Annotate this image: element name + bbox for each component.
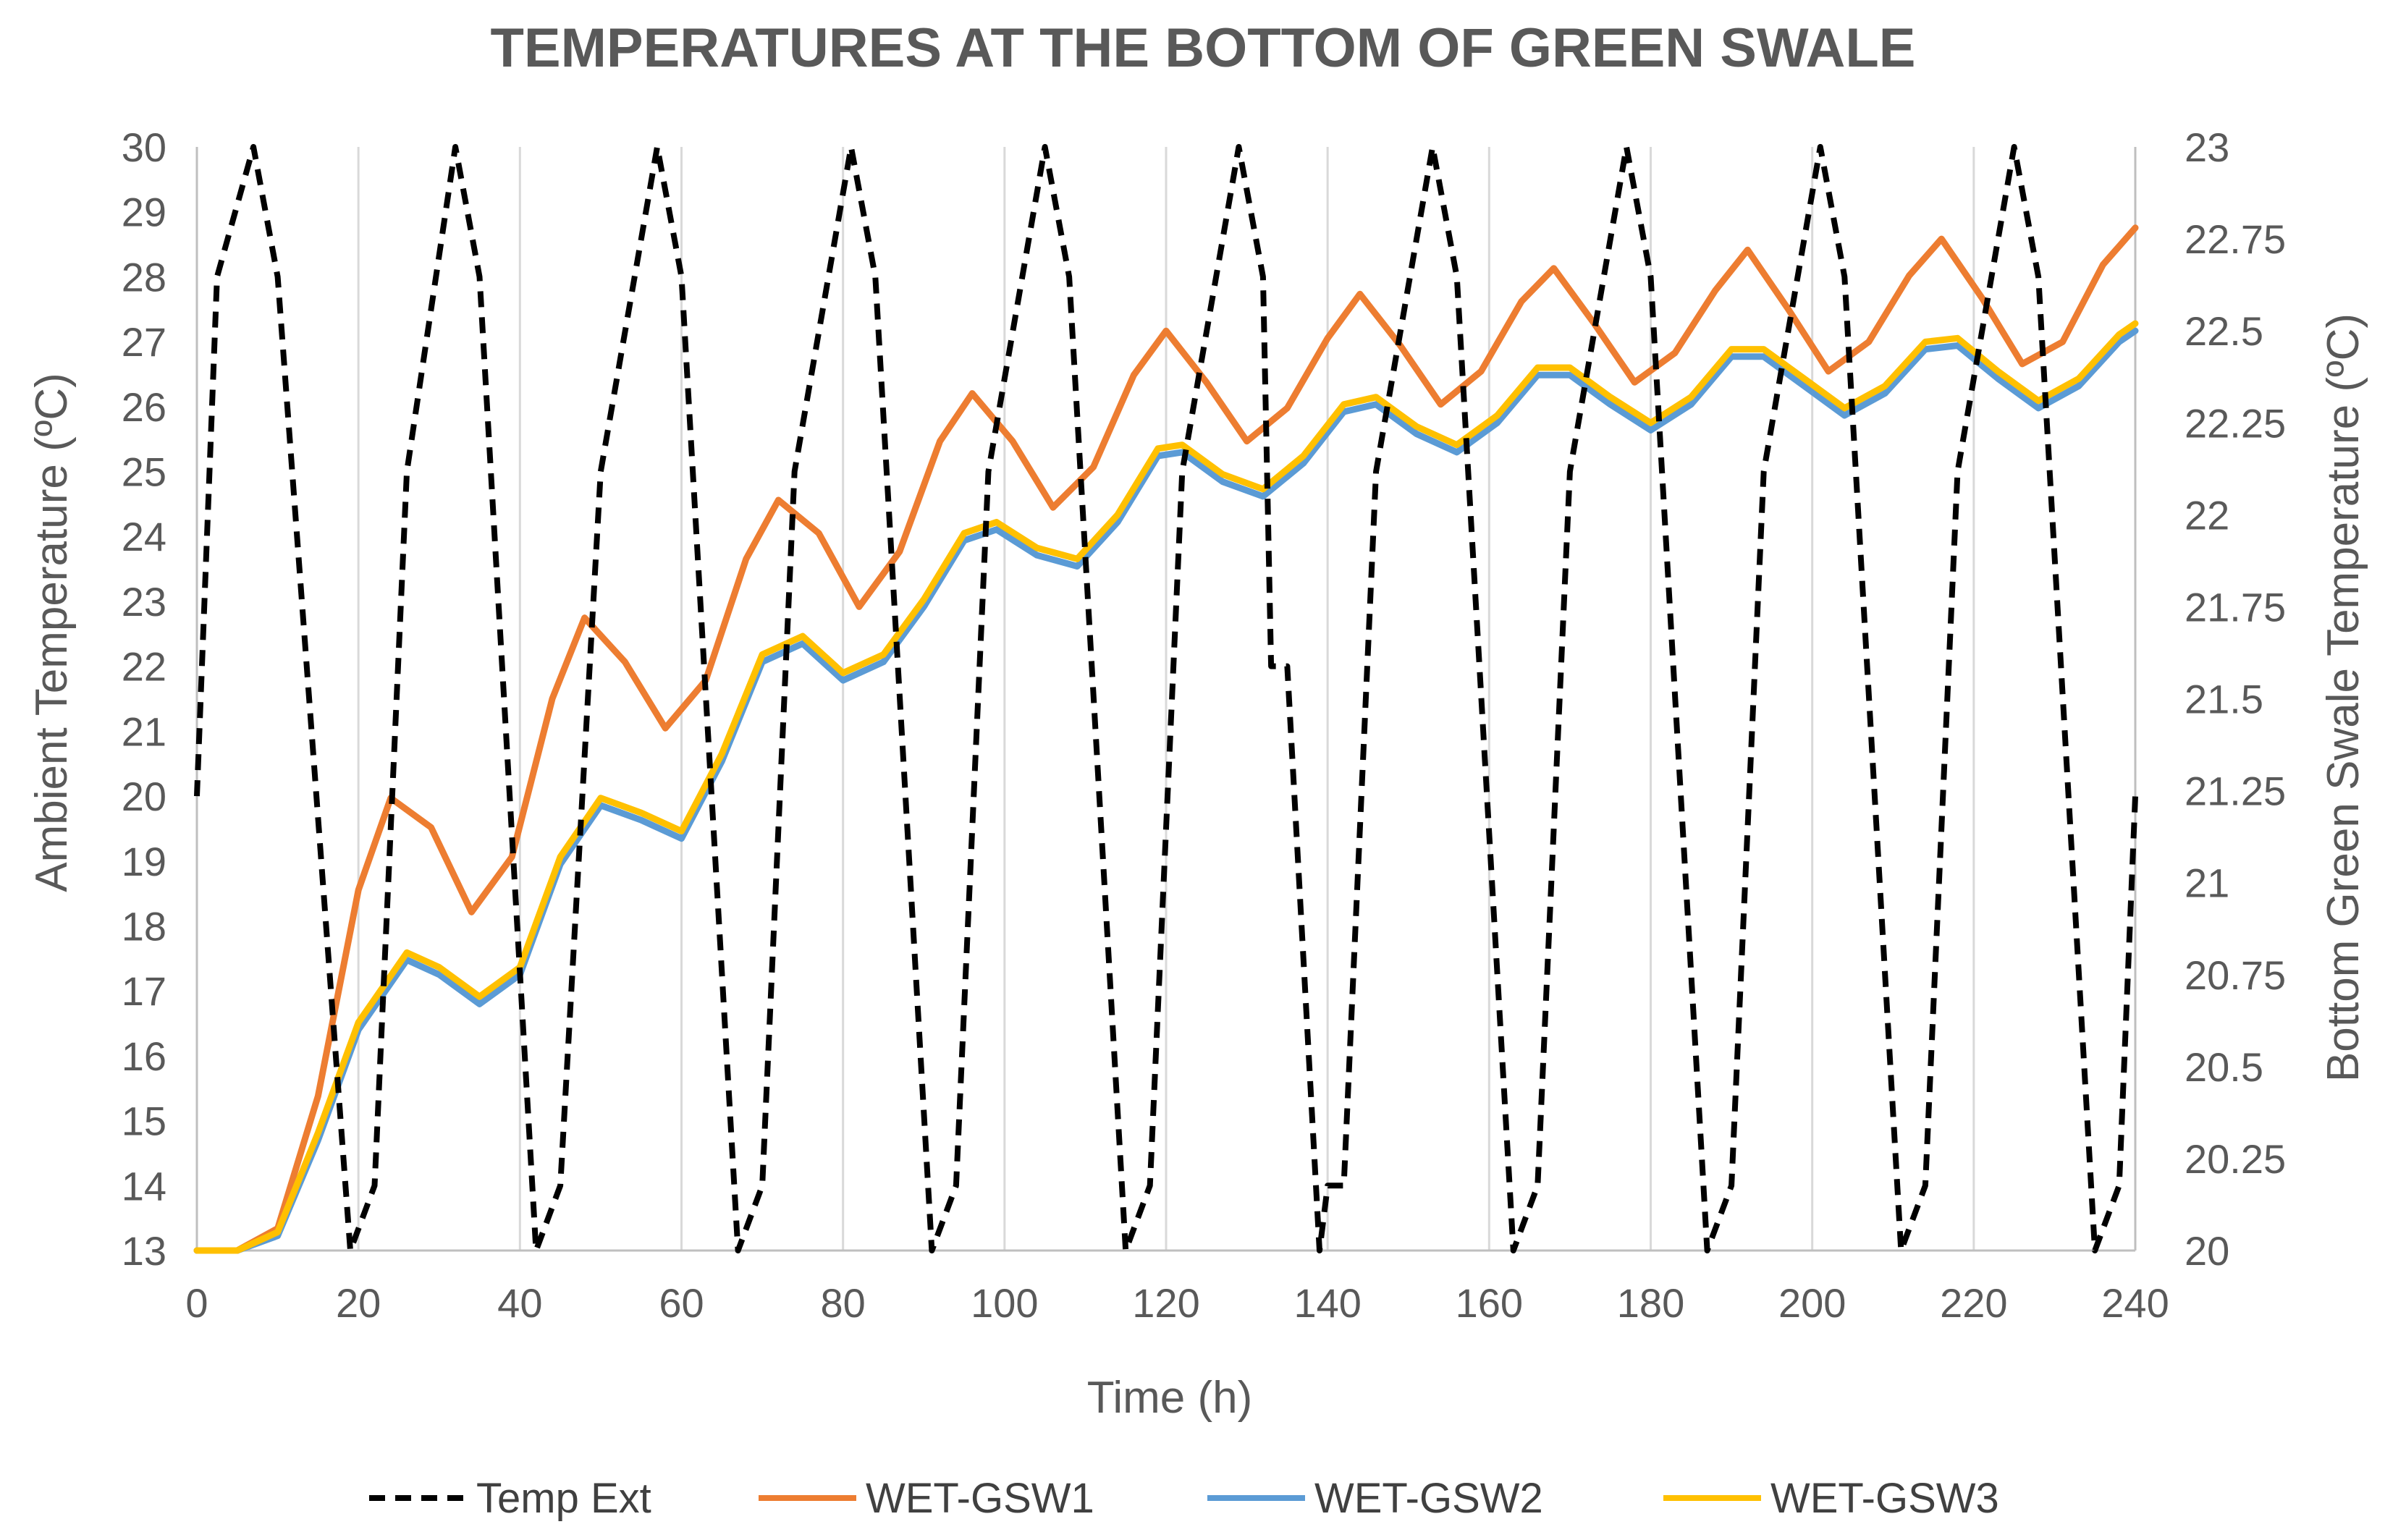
legend-label-wet-gsw2: WET-GSW2 xyxy=(1314,1475,1543,1522)
y2-tick-label: 21 xyxy=(2185,860,2229,906)
y-tick-label: 29 xyxy=(122,190,166,235)
x-tick-label: 240 xyxy=(2101,1280,2169,1326)
y-tick-label: 18 xyxy=(122,903,166,949)
y2-tick-label: 20.5 xyxy=(2185,1044,2263,1090)
y-tick-label: 15 xyxy=(122,1099,166,1144)
y-axis-label: Ambient Temperature (ºC) xyxy=(27,373,77,892)
y-tick-label: 13 xyxy=(122,1228,166,1274)
x-tick-label: 140 xyxy=(1293,1280,1361,1326)
x-tick-label: 120 xyxy=(1132,1280,1199,1326)
x-tick-label: 160 xyxy=(1456,1280,1523,1326)
y-tick-label: 17 xyxy=(122,968,166,1014)
series-line-wet-gsw1 xyxy=(193,224,2139,1254)
legend-label-temp ext: Temp Ext xyxy=(476,1475,651,1522)
gridlines xyxy=(195,147,2137,1251)
y2-tick-label: 22.25 xyxy=(2185,400,2286,446)
legend-label-wet-gsw1: WET-GSW1 xyxy=(866,1475,1094,1522)
y2-tick-label: 22.5 xyxy=(2185,308,2263,354)
series-line-wet-gsw3 xyxy=(193,320,2139,1254)
y-tick-label: 16 xyxy=(122,1033,166,1079)
x-tick-label: 200 xyxy=(1778,1280,1846,1326)
y-tick-label: 27 xyxy=(122,319,166,365)
y-tick-label: 24 xyxy=(122,514,166,559)
chart-title: TEMPERATURES AT THE BOTTOM OF GREEN SWAL… xyxy=(491,17,1916,79)
y-tick-label: 25 xyxy=(122,449,166,495)
x-axis-label: Time (h) xyxy=(1087,1373,1252,1423)
y-axis-ticks: 13 14 15 16 17 18 19 20 21 22 23 24 25 26 27 28 29 30 xyxy=(122,124,166,1274)
y2-tick-label: 21.75 xyxy=(2185,584,2286,630)
y2-tick-label: 20 xyxy=(2185,1228,2229,1274)
x-tick-label: 0 xyxy=(185,1280,208,1326)
x-axis-ticks: 0 20 40 60 80 100 120 140 160 180 200 220 240 xyxy=(185,1280,2169,1326)
y2-tick-label: 22 xyxy=(2185,492,2229,538)
series-line-temp ext xyxy=(194,144,2138,1253)
x-tick-label: 100 xyxy=(971,1280,1038,1326)
y-tick-label: 28 xyxy=(122,254,166,300)
y2-tick-label: 21.5 xyxy=(2185,677,2263,722)
legend: Temp Ext WET-GSW1 WET-GSW2 WET-GSW3 xyxy=(369,1475,1999,1522)
y-tick-label: 14 xyxy=(122,1163,166,1209)
y2-tick-label: 20.75 xyxy=(2185,952,2286,998)
x-tick-label: 40 xyxy=(497,1280,542,1326)
x-tick-label: 80 xyxy=(821,1280,866,1326)
y-tick-label: 19 xyxy=(122,839,166,884)
x-tick-label: 180 xyxy=(1617,1280,1684,1326)
y2-axis-ticks: 20 20.25 20.5 20.75 21 21.25 21.5 21.75 22 22.25 2… xyxy=(2185,124,2286,1274)
y2-tick-label: 22.75 xyxy=(2185,216,2286,262)
y-tick-label: 23 xyxy=(122,579,166,625)
series-lines xyxy=(193,144,2139,1254)
y2-tick-label: 23 xyxy=(2185,124,2229,170)
y2-tick-label: 20.25 xyxy=(2185,1136,2286,1182)
x-tick-label: 220 xyxy=(1940,1280,2007,1326)
legend-label-wet-gsw3: WET-GSW3 xyxy=(1770,1475,1999,1522)
x-tick-label: 60 xyxy=(659,1280,704,1326)
y-tick-label: 22 xyxy=(122,644,166,690)
x-tick-label: 20 xyxy=(336,1280,381,1326)
y2-tick-label: 21.25 xyxy=(2185,769,2286,814)
y-tick-label: 26 xyxy=(122,384,166,430)
y-tick-label: 30 xyxy=(122,124,166,170)
y2-axis-label: Bottom Green Swale Temperature (ºC) xyxy=(2318,313,2368,1082)
y-tick-label: 21 xyxy=(122,708,166,754)
y-tick-label: 20 xyxy=(122,774,166,819)
